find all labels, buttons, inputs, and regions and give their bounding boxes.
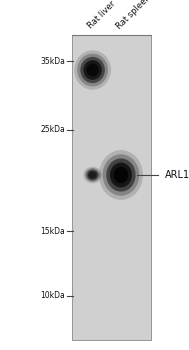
Text: ARL11: ARL11 <box>164 170 189 180</box>
Ellipse shape <box>86 63 99 77</box>
Text: 15kDa: 15kDa <box>40 226 65 236</box>
Ellipse shape <box>103 154 139 196</box>
Ellipse shape <box>74 50 111 90</box>
Ellipse shape <box>80 57 105 83</box>
Ellipse shape <box>85 168 100 182</box>
Ellipse shape <box>83 60 102 80</box>
Text: 25kDa: 25kDa <box>40 125 65 134</box>
Ellipse shape <box>86 169 99 181</box>
Ellipse shape <box>77 54 108 86</box>
Text: Rat liver: Rat liver <box>86 0 118 31</box>
Ellipse shape <box>114 167 128 183</box>
Ellipse shape <box>88 171 97 179</box>
Text: Rat spleen: Rat spleen <box>115 0 153 31</box>
Ellipse shape <box>106 158 136 192</box>
Ellipse shape <box>99 150 143 200</box>
Text: 35kDa: 35kDa <box>40 57 65 66</box>
Text: 10kDa: 10kDa <box>40 291 65 300</box>
Ellipse shape <box>110 162 132 188</box>
Bar <box>72 35 151 340</box>
Ellipse shape <box>90 172 96 178</box>
Ellipse shape <box>83 167 102 183</box>
